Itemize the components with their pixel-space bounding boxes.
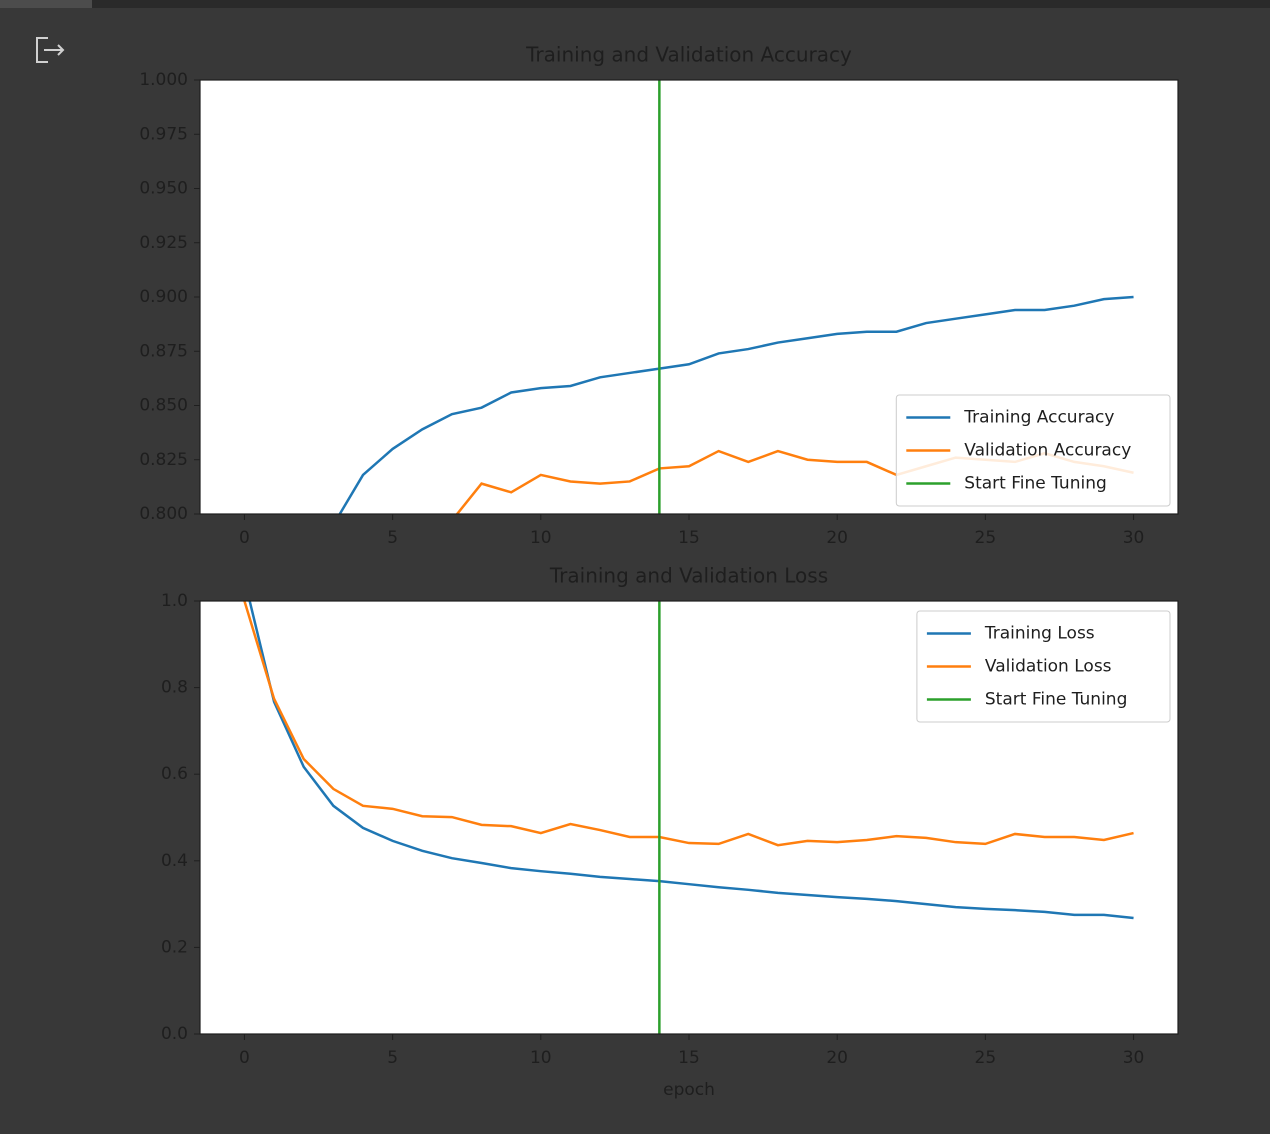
x-tick-label: 30 bbox=[1123, 1048, 1145, 1068]
tab bbox=[0, 0, 92, 8]
legend-label: Start Fine Tuning bbox=[964, 474, 1106, 494]
x-tick-label: 25 bbox=[975, 1048, 997, 1068]
y-tick-label: 0.0 bbox=[161, 1024, 188, 1044]
x-axis-label: epoch bbox=[663, 1080, 715, 1100]
legend: Training Accuracy Validation Accuracy Star… bbox=[895, 394, 1171, 507]
x-tick-label: 0 bbox=[239, 528, 250, 548]
y-tick-label: 0.925 bbox=[139, 233, 188, 253]
series-line bbox=[338, 295, 1134, 514]
legend-label: Validation Accuracy bbox=[964, 441, 1131, 461]
x-tick-label: 10 bbox=[530, 528, 552, 548]
legend-box bbox=[895, 394, 1171, 507]
legend-label: Start Fine Tuning bbox=[985, 690, 1127, 710]
y-tick-label: 0.2 bbox=[161, 937, 188, 957]
chart-title: Training and Validation Accuracy bbox=[525, 43, 852, 67]
y-tick-label: 1.0 bbox=[161, 591, 188, 611]
y-tick-label: 0.6 bbox=[161, 764, 188, 784]
legend-label: Validation Loss bbox=[985, 657, 1112, 677]
plot-frame bbox=[199, 79, 1179, 515]
series-line bbox=[243, 601, 1134, 847]
legend-label: Training Accuracy bbox=[963, 408, 1114, 428]
y-tick-label: 0.825 bbox=[139, 450, 188, 470]
y-tick-label: 0.950 bbox=[139, 179, 188, 199]
x-tick-label: 5 bbox=[387, 1048, 398, 1068]
y-tick-label: 0.800 bbox=[139, 504, 188, 524]
y-tick-label: 0.4 bbox=[161, 851, 188, 871]
y-tick-label: 0.850 bbox=[139, 396, 188, 416]
plot-frame bbox=[199, 600, 1179, 1035]
x-tick-label: 20 bbox=[826, 528, 848, 548]
legend: Training Loss Validation Loss Start Fine T… bbox=[916, 610, 1171, 723]
x-tick-label: 10 bbox=[530, 1048, 552, 1068]
x-tick-label: 0 bbox=[239, 1048, 250, 1068]
x-tick-label: 15 bbox=[678, 1048, 700, 1068]
y-tick-label: 0.875 bbox=[139, 341, 188, 361]
x-tick-label: 25 bbox=[975, 528, 997, 548]
output-icon[interactable] bbox=[36, 37, 65, 63]
y-tick-label: 0.8 bbox=[161, 678, 188, 698]
y-tick-label: 0.975 bbox=[139, 124, 188, 144]
x-tick-label: 15 bbox=[678, 528, 700, 548]
top-bar bbox=[0, 0, 1270, 8]
x-tick-label: 20 bbox=[826, 1048, 848, 1068]
series-line bbox=[248, 601, 1134, 920]
x-tick-label: 30 bbox=[1123, 528, 1145, 548]
chart-title: Training and Validation Loss bbox=[549, 564, 828, 588]
x-tick-label: 5 bbox=[387, 528, 398, 548]
legend-box bbox=[916, 610, 1171, 723]
y-tick-label: 0.900 bbox=[139, 287, 188, 307]
legend-label: Training Loss bbox=[984, 624, 1095, 644]
y-tick-label: 1.000 bbox=[139, 70, 188, 90]
